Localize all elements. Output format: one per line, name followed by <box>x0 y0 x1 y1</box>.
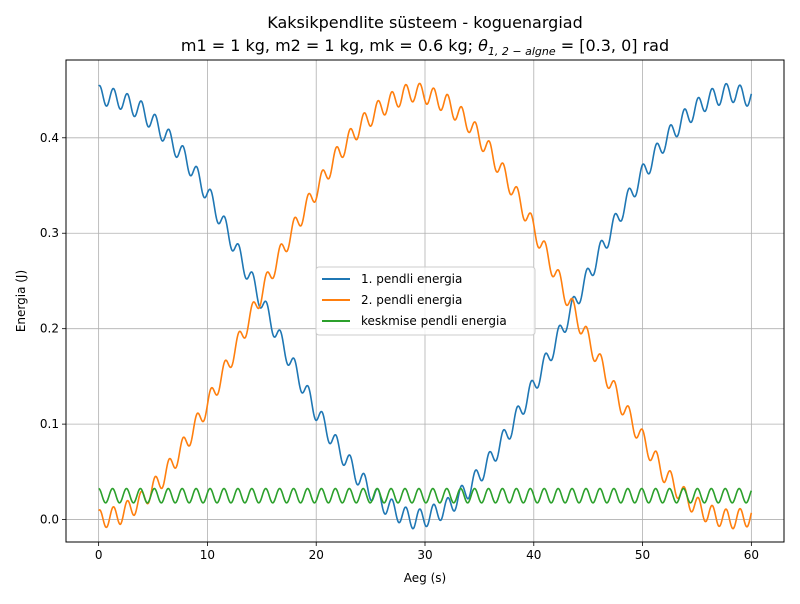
y-tick-label: 0.4 <box>40 131 59 145</box>
x-tick-label: 50 <box>635 548 650 562</box>
chart-title-prefix: m1 = 1 kg, m2 = 1 kg, mk = 0.6 kg; <box>181 36 478 55</box>
legend-box <box>315 266 536 336</box>
x-tick-label: 20 <box>309 548 324 562</box>
axis-ticks: 0 10 20 30 40 50 60 0.0 0.1 0.2 0.3 0.4 <box>40 131 759 562</box>
y-tick-label: 0.1 <box>40 417 59 431</box>
x-tick-label: 40 <box>526 548 541 562</box>
series-line-1 <box>98 82 753 530</box>
y-tick-label: 0.3 <box>40 226 59 240</box>
x-tick-label: 60 <box>744 548 759 562</box>
y-axis-label: Energia (J) <box>14 270 28 332</box>
y-tick-label: 0.2 <box>40 322 59 336</box>
x-axis-label: Aeg (s) <box>404 571 446 585</box>
x-tick-label: 0 <box>95 548 103 562</box>
chart-title-suffix: = [0.3, 0] rad <box>556 36 669 55</box>
x-tick-label: 30 <box>417 548 432 562</box>
series-line-2 <box>97 82 753 530</box>
chart-title-line2: m1 = 1 kg, m2 = 1 kg, mk = 0.6 kg; θ1, 2… <box>181 36 669 58</box>
y-tick-label: 0.0 <box>40 513 59 527</box>
legend-label-series-3: keskmise pendli energia <box>361 314 507 328</box>
legend-label-series-1: 1. pendli energia <box>361 272 462 286</box>
series-line-3 <box>98 487 753 504</box>
x-tick-label: 10 <box>200 548 215 562</box>
legend-label-series-2: 2. pendli energia <box>361 293 462 307</box>
chart-title-theta-subscript: 1, 2 − algne <box>488 45 556 58</box>
chart-title-line1: Kaksikpendlite süsteem - koguenargiad <box>267 13 582 32</box>
chart-title-theta: θ <box>478 36 488 55</box>
legend: 1. pendli energia 2. pendli energia kesk… <box>315 266 536 336</box>
series-lines <box>97 82 753 530</box>
